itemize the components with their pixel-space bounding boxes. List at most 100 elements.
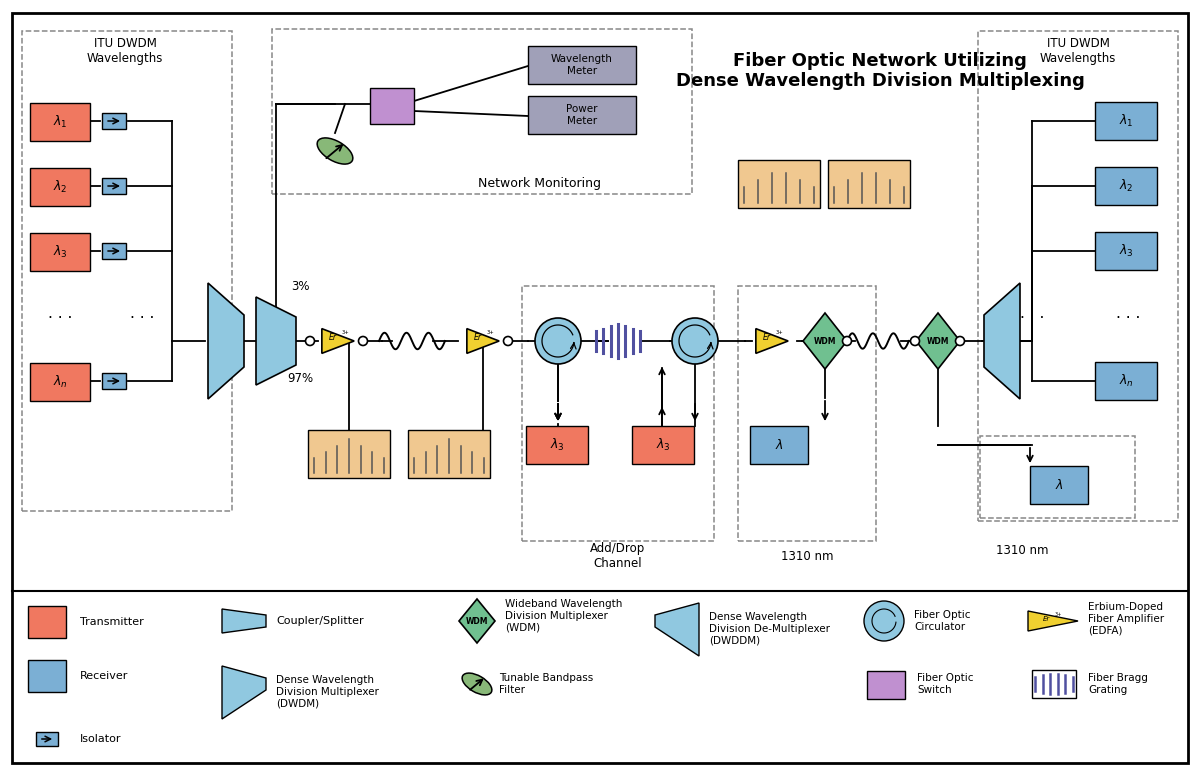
FancyBboxPatch shape (528, 46, 636, 84)
Text: $\lambda$: $\lambda$ (1055, 478, 1063, 492)
Text: Dense Wavelength
Division Multiplexer
(DWDM): Dense Wavelength Division Multiplexer (D… (276, 675, 379, 708)
Text: Tunable Bandpass
Filter: Tunable Bandpass Filter (499, 674, 593, 695)
Circle shape (504, 337, 512, 345)
Text: $\lambda_3$: $\lambda_3$ (1118, 243, 1134, 259)
Text: $\lambda_1$: $\lambda_1$ (1118, 113, 1133, 129)
Polygon shape (1028, 611, 1078, 631)
Text: 1310 nm: 1310 nm (996, 545, 1049, 557)
Polygon shape (916, 313, 960, 369)
Text: 3+: 3+ (486, 331, 494, 335)
FancyBboxPatch shape (1096, 167, 1157, 205)
Text: $\lambda_3$: $\lambda_3$ (655, 437, 671, 453)
Text: $\lambda_2$: $\lambda_2$ (53, 179, 67, 195)
FancyBboxPatch shape (828, 160, 910, 208)
Text: 3+: 3+ (341, 331, 349, 335)
Circle shape (359, 337, 367, 345)
FancyBboxPatch shape (526, 426, 588, 464)
Circle shape (535, 318, 581, 364)
Text: Fiber Optic Network Utilizing
Dense Wavelength Division Multiplexing: Fiber Optic Network Utilizing Dense Wave… (676, 51, 1085, 90)
Text: Er: Er (329, 334, 337, 342)
FancyBboxPatch shape (866, 671, 905, 699)
Polygon shape (756, 329, 788, 353)
Text: $\lambda_n$: $\lambda_n$ (1118, 373, 1134, 389)
FancyBboxPatch shape (750, 426, 808, 464)
Text: Power
Meter: Power Meter (566, 104, 598, 126)
FancyBboxPatch shape (370, 88, 414, 124)
Text: Er: Er (1043, 616, 1050, 622)
Text: . . .: . . . (1020, 307, 1044, 321)
Circle shape (306, 337, 314, 345)
Text: Wideband Wavelength
Division Multiplexer
(WDM): Wideband Wavelength Division Multiplexer… (505, 599, 623, 632)
FancyBboxPatch shape (102, 373, 126, 389)
FancyBboxPatch shape (30, 363, 90, 401)
FancyBboxPatch shape (12, 13, 1188, 763)
Circle shape (911, 337, 919, 345)
FancyBboxPatch shape (30, 103, 90, 141)
Text: Dense Wavelength
Division De-Multiplexer
(DWDDM): Dense Wavelength Division De-Multiplexer… (709, 612, 830, 646)
Text: . . .: . . . (48, 307, 72, 321)
FancyBboxPatch shape (28, 606, 66, 638)
Text: ITU DWDM
Wavelengths: ITU DWDM Wavelengths (86, 37, 163, 65)
FancyBboxPatch shape (102, 178, 126, 194)
Text: Er: Er (763, 334, 772, 342)
Text: WDM: WDM (926, 337, 949, 345)
FancyBboxPatch shape (1030, 466, 1088, 504)
Text: 3+: 3+ (1055, 611, 1062, 616)
Polygon shape (803, 313, 847, 369)
Text: Coupler/Splitter: Coupler/Splitter (276, 616, 364, 626)
Text: Receiver: Receiver (80, 671, 128, 681)
Text: Network Monitoring: Network Monitoring (479, 178, 601, 190)
FancyBboxPatch shape (36, 732, 58, 747)
Text: 1310 nm: 1310 nm (781, 549, 833, 563)
FancyBboxPatch shape (30, 168, 90, 206)
Circle shape (842, 337, 852, 345)
FancyBboxPatch shape (1096, 232, 1157, 270)
Text: $\lambda_n$: $\lambda_n$ (53, 374, 67, 390)
Text: $\lambda$: $\lambda$ (775, 438, 784, 452)
FancyBboxPatch shape (308, 430, 390, 478)
FancyBboxPatch shape (738, 160, 820, 208)
FancyBboxPatch shape (408, 430, 490, 478)
Text: 3+: 3+ (775, 331, 782, 335)
FancyBboxPatch shape (1096, 102, 1157, 140)
Polygon shape (208, 283, 244, 399)
Polygon shape (655, 603, 698, 656)
FancyBboxPatch shape (1032, 670, 1076, 698)
Text: WDM: WDM (466, 616, 488, 625)
Polygon shape (256, 297, 296, 385)
Text: $\lambda_3$: $\lambda_3$ (550, 437, 564, 453)
Text: WDM: WDM (814, 337, 836, 345)
Text: Fiber Bragg
Grating: Fiber Bragg Grating (1088, 674, 1148, 695)
Text: 3%: 3% (290, 279, 310, 293)
Polygon shape (984, 283, 1020, 399)
Text: Wavelength
Meter: Wavelength Meter (551, 54, 613, 76)
Ellipse shape (462, 673, 492, 695)
FancyBboxPatch shape (632, 426, 694, 464)
Circle shape (864, 601, 904, 641)
Text: Fiber Optic
Circulator: Fiber Optic Circulator (914, 610, 971, 632)
Ellipse shape (317, 138, 353, 164)
Text: Er: Er (474, 334, 482, 342)
Text: Transmitter: Transmitter (80, 617, 144, 627)
Polygon shape (467, 329, 499, 353)
Circle shape (672, 318, 718, 364)
FancyBboxPatch shape (30, 233, 90, 271)
Text: . . .: . . . (130, 307, 154, 321)
Polygon shape (322, 329, 354, 353)
Polygon shape (222, 609, 266, 633)
Text: 97%: 97% (287, 372, 313, 386)
FancyBboxPatch shape (528, 96, 636, 134)
Text: ITU DWDM
Wavelengths: ITU DWDM Wavelengths (1040, 37, 1116, 65)
Text: Add/Drop
Channel: Add/Drop Channel (590, 542, 646, 570)
Polygon shape (222, 666, 266, 719)
Text: $\lambda_3$: $\lambda_3$ (53, 244, 67, 260)
Text: . . .: . . . (1116, 307, 1140, 321)
Text: Isolator: Isolator (80, 734, 121, 744)
FancyBboxPatch shape (102, 113, 126, 129)
Text: Erbium-Doped
Fiber Amplifier
(EDFA): Erbium-Doped Fiber Amplifier (EDFA) (1088, 602, 1164, 636)
FancyBboxPatch shape (102, 244, 126, 258)
Polygon shape (458, 599, 494, 643)
Circle shape (955, 337, 965, 345)
Text: $\lambda_1$: $\lambda_1$ (53, 114, 67, 130)
Text: $\lambda_2$: $\lambda_2$ (1118, 178, 1133, 194)
